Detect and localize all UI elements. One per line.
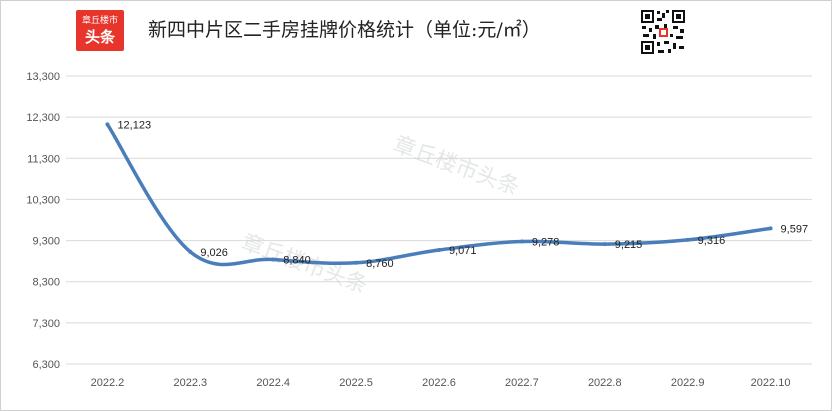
brand-logo: 章丘楼市 头条 bbox=[76, 10, 124, 51]
series-line bbox=[105, 122, 773, 267]
logo-text-bottom: 头条 bbox=[84, 27, 115, 46]
x-tick-label: 2022.8 bbox=[588, 377, 622, 389]
x-tick-label: 2022.2 bbox=[91, 377, 125, 389]
data-label: 12,123 bbox=[117, 119, 151, 131]
data-point bbox=[354, 260, 359, 265]
data-label: 9,597 bbox=[781, 223, 809, 235]
x-tick-label: 2022.7 bbox=[505, 377, 539, 389]
x-tick-label: 2022.3 bbox=[174, 377, 208, 389]
y-tick-label: 10,300 bbox=[26, 194, 60, 206]
data-point bbox=[602, 242, 607, 247]
data-point bbox=[105, 122, 110, 127]
x-tick-label: 2022.10 bbox=[751, 377, 791, 389]
x-tick-label: 2022.6 bbox=[422, 377, 456, 389]
data-label: 9,316 bbox=[698, 235, 726, 247]
data-label: 8,760 bbox=[366, 258, 394, 270]
y-tick-label: 11,300 bbox=[27, 153, 60, 165]
x-tick-label: 2022.4 bbox=[256, 377, 290, 389]
data-point bbox=[188, 249, 193, 254]
data-label: 8,840 bbox=[283, 254, 311, 266]
qr-code-icon bbox=[640, 9, 686, 55]
data-label: 9,278 bbox=[532, 236, 560, 248]
chart-title: 新四中片区二手房挂牌价格统计（单位:元/㎡） bbox=[148, 19, 541, 41]
data-label: 9,215 bbox=[615, 239, 643, 251]
y-tick-label: 6,300 bbox=[32, 359, 60, 371]
data-point bbox=[437, 247, 441, 252]
logo-text-top: 章丘楼市 bbox=[81, 15, 118, 26]
y-tick-label: 12,300 bbox=[26, 112, 60, 124]
y-tick-label: 13,300 bbox=[26, 71, 60, 83]
x-tick-label: 2022.5 bbox=[339, 377, 373, 389]
data-point bbox=[685, 237, 690, 242]
data-point bbox=[519, 239, 524, 244]
data-point bbox=[271, 257, 276, 262]
y-tick-label: 9,300 bbox=[32, 236, 60, 248]
data-point bbox=[768, 226, 773, 231]
x-tick-label: 2022.9 bbox=[671, 377, 705, 389]
y-tick-label: 7,300 bbox=[32, 318, 60, 330]
data-label: 9,026 bbox=[200, 247, 228, 259]
y-tick-label: 8,300 bbox=[32, 277, 60, 289]
data-label: 9,071 bbox=[449, 245, 477, 257]
watermark-text: 章丘楼市头条 bbox=[390, 132, 523, 201]
